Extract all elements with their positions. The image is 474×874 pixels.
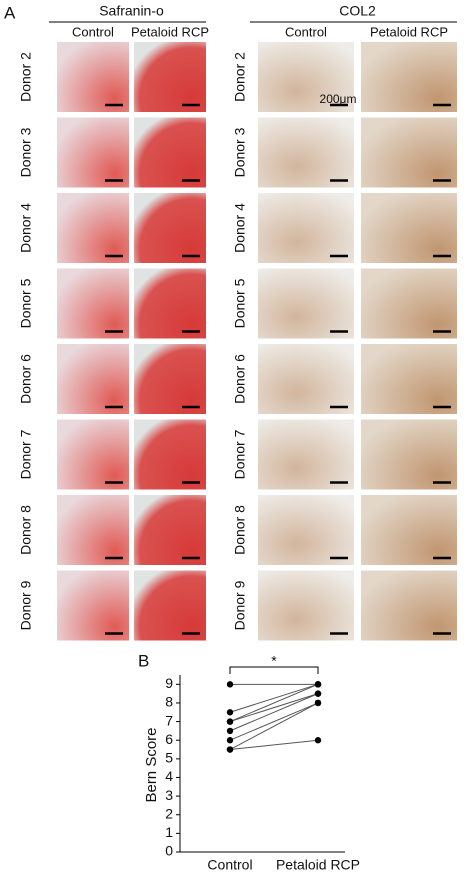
micrograph bbox=[361, 268, 457, 339]
donor-label: Donor 9 bbox=[232, 580, 248, 630]
micrograph bbox=[258, 344, 354, 414]
data-point bbox=[226, 737, 234, 744]
micrograph bbox=[134, 570, 206, 641]
column-title: Control bbox=[72, 24, 114, 39]
stain-title: COL2 bbox=[339, 3, 376, 19]
micrograph bbox=[361, 495, 457, 565]
micrograph bbox=[258, 117, 354, 188]
donor-label: Donor 5 bbox=[232, 278, 248, 328]
donor-label: Donor 9 bbox=[18, 580, 34, 630]
y-tick-label: 3 bbox=[165, 787, 173, 803]
column-title: Petaloid RCP bbox=[370, 24, 448, 39]
micrograph bbox=[258, 193, 354, 263]
micrograph bbox=[361, 42, 457, 112]
pair-line bbox=[229, 683, 319, 713]
pair-line bbox=[229, 693, 319, 732]
y-tick-label: 1 bbox=[165, 824, 173, 840]
donor-label: Donor 7 bbox=[18, 429, 34, 479]
micrograph bbox=[134, 117, 206, 188]
data-point bbox=[226, 727, 234, 735]
micrograph bbox=[134, 419, 206, 490]
scale-label: 200μm bbox=[320, 92, 357, 106]
y-tick-label: 5 bbox=[165, 750, 173, 766]
donor-label: Donor 7 bbox=[232, 429, 248, 479]
micrograph bbox=[134, 344, 206, 414]
donor-label: Donor 6 bbox=[18, 354, 34, 404]
data-point bbox=[226, 709, 234, 716]
micrograph bbox=[361, 193, 457, 263]
micrograph bbox=[57, 419, 129, 490]
donor-label: Donor 8 bbox=[18, 505, 34, 555]
donor-label: Donor 3 bbox=[232, 127, 248, 177]
micrograph bbox=[361, 419, 457, 490]
micrograph bbox=[258, 495, 354, 565]
y-tick-label: 6 bbox=[165, 731, 173, 747]
donor-label: Donor 5 bbox=[18, 278, 34, 328]
significance-mark: * bbox=[271, 653, 277, 669]
donor-label: Donor 4 bbox=[18, 203, 34, 253]
data-point bbox=[226, 718, 234, 725]
panel-a: A Safranin-o Control Petaloid RCP Donor 2 Don… bbox=[4, 3, 457, 641]
micrograph bbox=[361, 344, 457, 414]
micrograph bbox=[134, 193, 206, 263]
micrograph bbox=[57, 495, 129, 565]
x-tick-label: Petaloid RCP bbox=[276, 857, 360, 873]
donor-label: Donor 6 bbox=[232, 354, 248, 404]
micrograph bbox=[258, 268, 354, 339]
pair-line bbox=[229, 683, 319, 723]
y-tick-label: 9 bbox=[165, 675, 173, 691]
y-tick-label: 8 bbox=[165, 694, 173, 710]
data-point bbox=[226, 746, 234, 753]
micrograph bbox=[57, 268, 129, 339]
micrograph bbox=[258, 42, 354, 112]
data-point bbox=[314, 681, 322, 688]
micrograph bbox=[361, 570, 457, 641]
column-title: Petaloid RCP bbox=[131, 24, 209, 39]
micrograph bbox=[57, 570, 129, 641]
micrograph bbox=[258, 419, 354, 490]
y-axis-label: Bern Score bbox=[143, 727, 160, 802]
y-tick-label: 2 bbox=[165, 805, 173, 821]
data-point bbox=[226, 681, 234, 688]
micrograph bbox=[57, 344, 129, 414]
data-point bbox=[314, 690, 322, 697]
y-tick-label: 7 bbox=[165, 712, 173, 728]
pair-line bbox=[229, 702, 319, 750]
data-point bbox=[314, 737, 322, 744]
micrograph bbox=[134, 42, 206, 112]
panel-label: B bbox=[138, 651, 149, 670]
pair-line bbox=[229, 739, 319, 751]
micrograph bbox=[361, 117, 457, 188]
donor-label: Donor 4 bbox=[232, 203, 248, 253]
pair-line bbox=[229, 702, 319, 741]
column-title: Control bbox=[285, 24, 327, 39]
pair-line bbox=[229, 693, 319, 723]
data-point bbox=[314, 699, 322, 707]
micrograph bbox=[134, 268, 206, 339]
significance-bracket bbox=[229, 666, 319, 674]
donor-label: Donor 2 bbox=[232, 52, 248, 102]
donor-label: Donor 3 bbox=[18, 127, 34, 177]
micrograph bbox=[57, 42, 129, 112]
micrograph bbox=[57, 117, 129, 188]
micrograph bbox=[134, 495, 206, 565]
y-tick-label: 4 bbox=[165, 768, 173, 784]
donor-label: Donor 8 bbox=[232, 505, 248, 555]
y-tick-label: 0 bbox=[165, 843, 173, 859]
micrograph bbox=[57, 193, 129, 263]
panel-b: B 0 1 2 3 4 5 6 7 8 9 Bern Score Control Petaloid RCP… bbox=[138, 651, 360, 872]
donor-label: Donor 2 bbox=[18, 52, 34, 102]
x-tick-label: Control bbox=[207, 857, 252, 873]
panel-label: A bbox=[4, 3, 16, 22]
micrograph bbox=[258, 570, 354, 641]
stain-title: Safranin-o bbox=[99, 3, 164, 19]
